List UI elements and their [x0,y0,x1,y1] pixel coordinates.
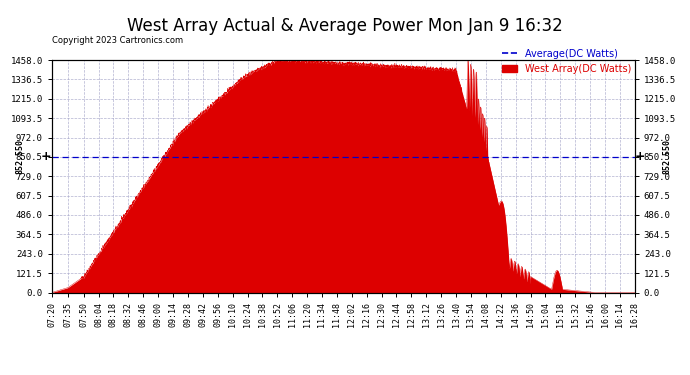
Text: +: + [635,150,645,163]
Text: +: + [41,150,52,163]
Text: Copyright 2023 Cartronics.com: Copyright 2023 Cartronics.com [52,36,183,45]
Text: West Array Actual & Average Power Mon Jan 9 16:32: West Array Actual & Average Power Mon Ja… [127,17,563,35]
Text: 852.550: 852.550 [15,139,24,174]
Text: 852.550: 852.550 [662,139,671,174]
Legend: Average(DC Watts), West Array(DC Watts): Average(DC Watts), West Array(DC Watts) [498,45,635,78]
